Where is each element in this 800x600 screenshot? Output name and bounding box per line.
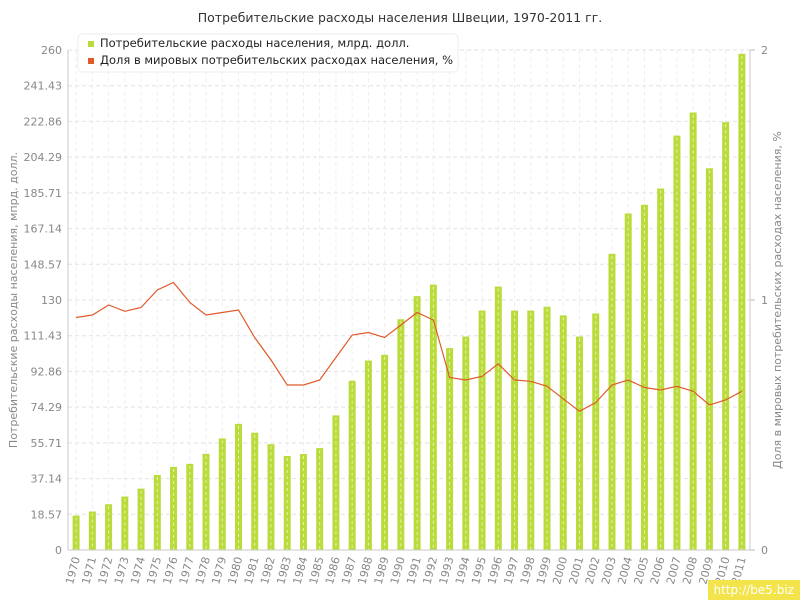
bar	[186, 463, 194, 550]
axes: 0 18.57 37.14 55.71 74.29 92.86 111.43 130 148.5…	[24, 44, 769, 586]
bar	[299, 454, 307, 550]
chart-title: Потребительские расходы населения Швеции…	[198, 10, 603, 25]
bar	[332, 415, 340, 550]
y-left-tick-label: 111.43	[24, 330, 63, 343]
bar	[72, 515, 80, 550]
y-left-tick-label: 167.14	[24, 223, 63, 236]
y-left-tick-label: 148.57	[24, 258, 63, 271]
bar	[88, 511, 96, 550]
y-left-tick-label: 74.29	[31, 401, 63, 414]
bar	[543, 306, 551, 550]
bar	[511, 310, 519, 550]
legend-box	[77, 33, 459, 73]
legend-label: Потребительские расходы населения, млрд.…	[100, 36, 409, 50]
y-left-tick-label: 55.71	[31, 437, 63, 450]
bar	[624, 213, 632, 550]
bar	[413, 296, 421, 550]
y-left-tick-label: 130	[41, 294, 62, 307]
legend-swatch	[88, 58, 94, 64]
bar	[657, 188, 665, 550]
y-left-tick-label: 18.57	[31, 508, 63, 521]
bar	[137, 488, 145, 550]
y-left-tick-label: 37.14	[31, 473, 63, 486]
y-axis-right-title: Доля в мировых потребительских расходах …	[771, 131, 784, 469]
y-left-tick-label: 260	[41, 44, 62, 57]
y-left-tick-label: 222.86	[24, 115, 63, 128]
bar	[153, 475, 161, 550]
y-left-tick-label: 241.43	[24, 80, 63, 93]
legend-swatch	[88, 41, 94, 47]
bar	[381, 354, 389, 550]
y-right-tick-label: 0	[761, 544, 768, 557]
watermark[interactable]: http://be5.biz	[707, 580, 800, 600]
bar	[283, 455, 291, 550]
line-series	[76, 281, 743, 413]
bar	[218, 438, 226, 550]
bar	[397, 319, 405, 550]
y-left-tick-label: 204.29	[24, 151, 63, 164]
y-left-tick-label: 185.71	[24, 187, 63, 200]
y-axis-left-title: Потребительские расходы населения, мпрд.…	[7, 152, 20, 448]
bar	[429, 284, 437, 550]
y-right-tick-label: 1	[761, 294, 768, 307]
y-left-tick-label: 0	[55, 544, 62, 557]
bar	[478, 310, 486, 550]
bar	[348, 380, 356, 550]
bar	[527, 310, 535, 550]
bar-series	[72, 53, 746, 551]
legend: Потребительские расходы населения, млрд.…	[77, 33, 459, 73]
series-line	[76, 281, 743, 413]
y-right-tick-label: 2	[761, 44, 768, 57]
y-left-tick-label: 92.86	[31, 365, 63, 378]
bar	[494, 286, 502, 550]
bar	[170, 466, 178, 550]
legend-label: Доля в мировых потребительских расходах …	[100, 53, 453, 67]
bar	[202, 453, 210, 550]
